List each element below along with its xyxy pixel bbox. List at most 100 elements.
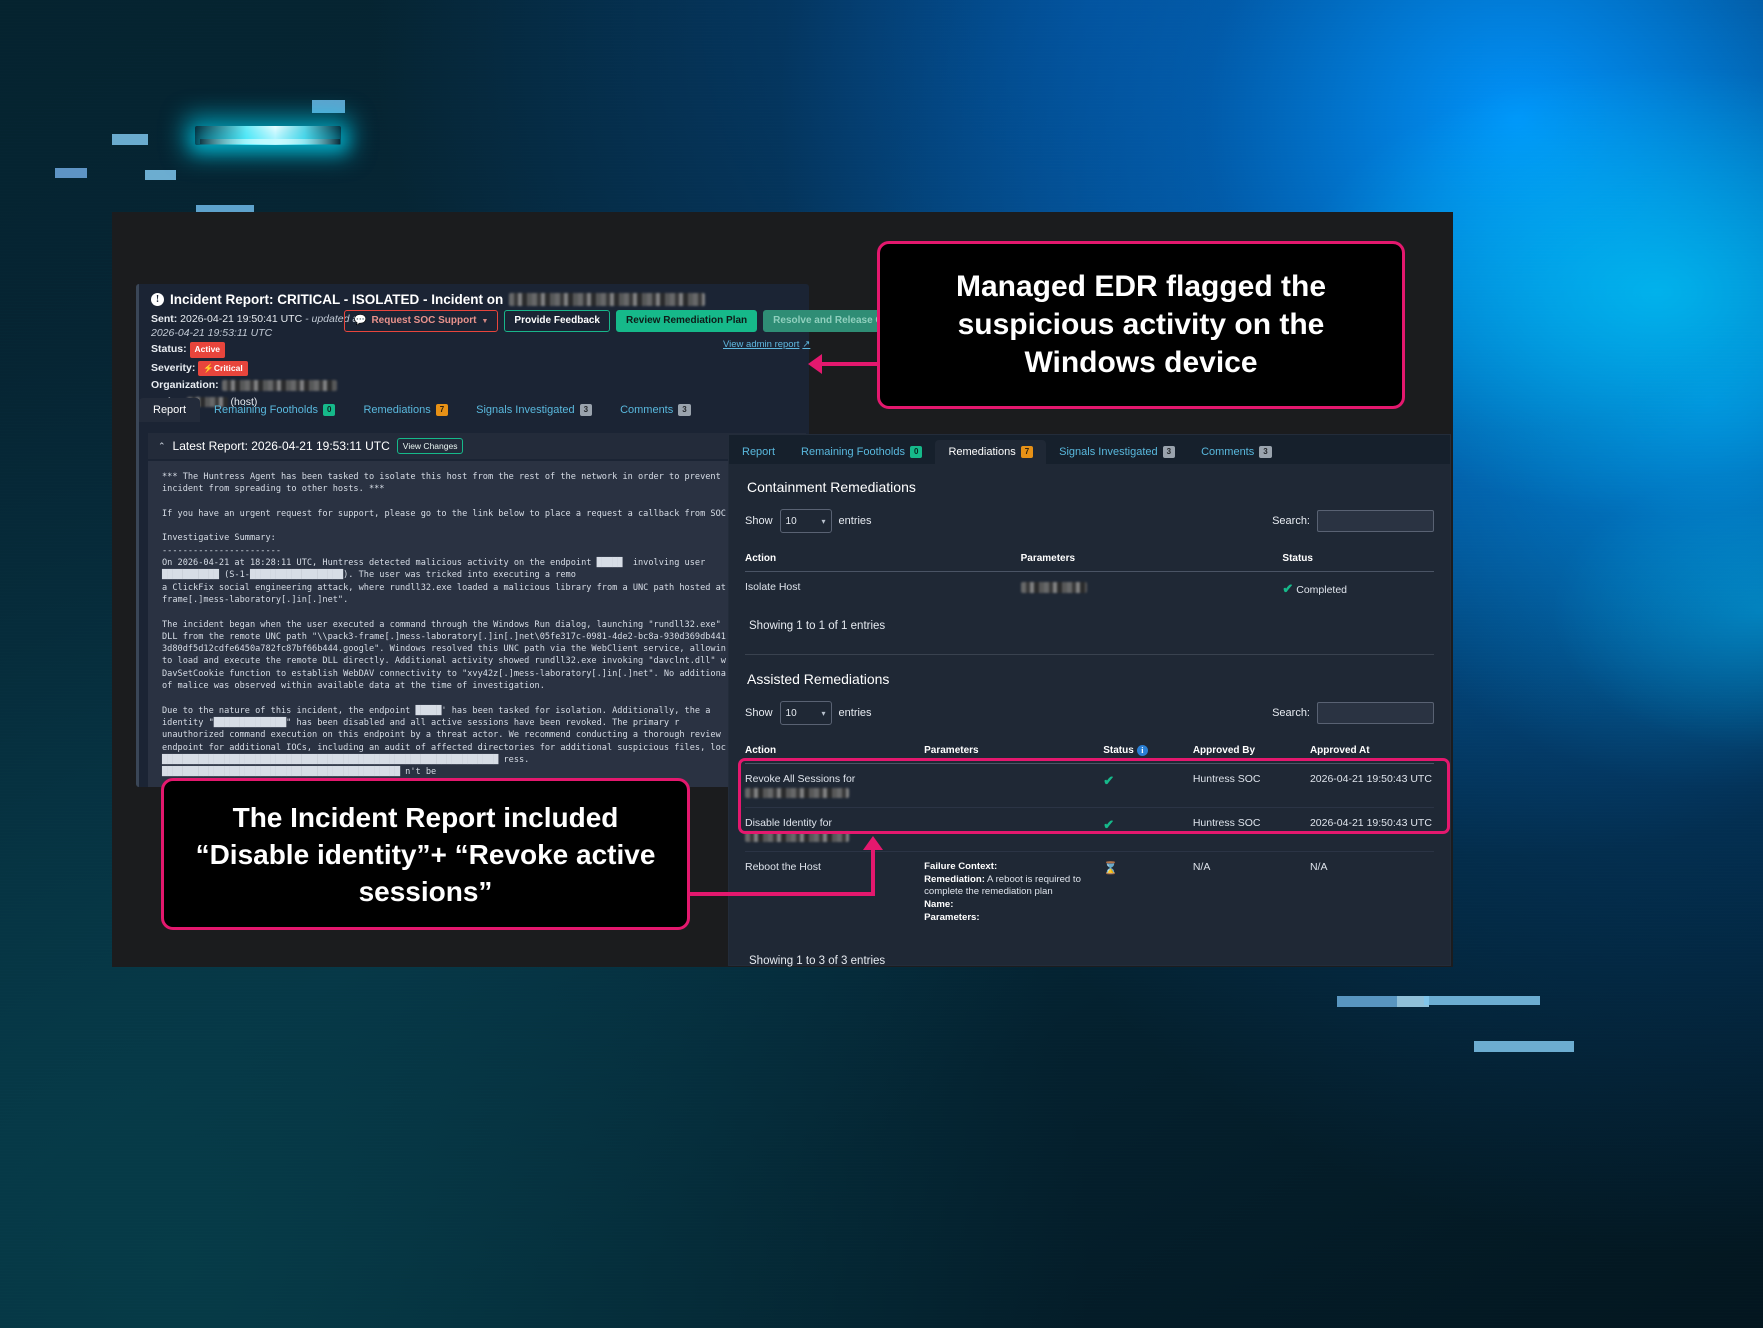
cell-status: ⌛ <box>1103 852 1193 933</box>
tab-remediations[interactable]: Remediations 7 <box>349 398 462 422</box>
col-action: Action <box>745 553 1021 572</box>
col-parameters: Parameters <box>1020 553 1283 572</box>
containment-table-controls: Show 10 ▾ entries Search: <box>745 509 1434 533</box>
cell-action-label: Revoke All Sessions for <box>745 773 856 786</box>
containment-remediations-title: Containment Remediations <box>747 479 916 495</box>
sent-value: 2026-04-21 19:50:41 UTC <box>180 313 303 325</box>
table-row[interactable]: Revoke All Sessions for ✔ Huntress SOC 2… <box>745 763 1434 809</box>
col-status: Status <box>1282 553 1434 572</box>
request-soc-support-button[interactable]: 💬 Request SOC Support ▼ <box>344 310 499 332</box>
severity-badge: ⚡Critical <box>198 360 248 376</box>
glitch-bar <box>1397 996 1429 1007</box>
tab-comments[interactable]: Comments 3 <box>606 398 705 422</box>
cell-approved-by: N/A <box>1192 861 1211 874</box>
chat-icon: 💬 <box>354 315 367 326</box>
sent-label: Sent: <box>151 313 178 325</box>
containment-entries-select[interactable]: 10 ▾ <box>779 509 832 533</box>
redacted-organization <box>221 379 337 391</box>
cell-action: Reboot the Host <box>745 861 821 874</box>
check-icon: ✔ <box>1103 817 1115 833</box>
cell-approved-by: Huntress SOC <box>1192 763 1310 809</box>
organization-label: Organization: <box>151 379 219 391</box>
rtab-remaining-footholds[interactable]: Remaining Footholds 0 <box>788 440 935 464</box>
remediation-text: A reboot is required to complete the rem… <box>924 873 1081 898</box>
remediation-label: Remediation: <box>924 873 985 885</box>
info-icon: ! <box>151 293 164 306</box>
incident-status-row: Status: Active <box>151 342 797 358</box>
incident-card-tabs: Report Remaining Footholds 0 Remediation… <box>139 398 705 422</box>
remediations-panel-body: Containment Remediations Show 10 ▾ entri… <box>729 464 1450 968</box>
containment-table-header-row: Action Parameters Status <box>745 553 1434 572</box>
containment-entries-label: entries <box>838 515 872 527</box>
assisted-entries-label: entries <box>838 707 872 719</box>
hourglass-icon: ⌛ <box>1103 861 1119 876</box>
rtab-signals-investigated[interactable]: Signals Investigated 3 <box>1046 440 1188 464</box>
table-row[interactable]: Reboot the Host Failure Context: Remedia… <box>745 852 1434 933</box>
assisted-search-group: Search: <box>1272 702 1434 724</box>
redacted-identity <box>745 788 849 799</box>
assisted-table-controls: Show 10 ▾ entries Search: <box>745 701 1434 725</box>
tab-report[interactable]: Report <box>139 398 201 422</box>
rbadge-remediations: 7 <box>1020 446 1034 458</box>
assisted-show-label: Show <box>745 707 773 719</box>
tab-signals-investigated[interactable]: Signals Investigated 3 <box>462 398 606 422</box>
view-changes-button[interactable]: View Changes <box>396 438 464 454</box>
assisted-remediations-title: Assisted Remediations <box>747 671 890 687</box>
rtab-comments[interactable]: Comments 3 <box>1188 440 1285 464</box>
callout-bottom-arrow-line-h <box>689 892 875 896</box>
rbadge-signals-investigated: 3 <box>1162 446 1176 458</box>
provide-feedback-button[interactable]: Provide Feedback <box>504 310 610 332</box>
cell-approved-at: N/A <box>1309 861 1328 874</box>
latest-report-body: *** The Huntress Agent has been tasked t… <box>148 461 796 787</box>
callout-bottom: The Incident Report included “Disable id… <box>161 778 690 930</box>
review-remediation-plan-button[interactable]: Review Remediation Plan <box>616 310 758 332</box>
containment-search-input[interactable] <box>1317 510 1434 532</box>
callout-top-arrow-head <box>808 354 822 374</box>
cell-status: ✔ <box>1103 763 1193 809</box>
info-icon[interactable]: i <box>1136 745 1148 756</box>
callout-top-arrow-line <box>819 362 879 366</box>
glitch-bar <box>145 170 176 180</box>
cell-action: Disable Identity for <box>745 807 925 853</box>
glitch-bar <box>112 134 148 145</box>
callout-bottom-arrow-head <box>863 836 883 850</box>
cell-action: Revoke All Sessions for <box>745 763 925 809</box>
chevron-down-icon: ▼ <box>481 317 489 325</box>
callout-top: Managed EDR flagged the suspicious activ… <box>877 241 1405 409</box>
glitch-bar <box>1474 1041 1574 1052</box>
incident-card-title: ! Incident Report: CRITICAL - ISOLATED -… <box>139 284 809 311</box>
assisted-remediations-table: Action Parameters Status i Approved By Ap… <box>745 745 1434 933</box>
glitch-bar <box>312 100 345 113</box>
parameters-label: Parameters: <box>924 911 980 923</box>
rtab-remediations[interactable]: Remediations 7 <box>935 440 1047 464</box>
cell-parameters <box>924 807 1104 853</box>
badge-signals-investigated: 3 <box>579 404 593 416</box>
glitch-bar <box>1337 996 1397 1007</box>
containment-show-label: Show <box>745 515 773 527</box>
view-admin-report-link[interactable]: View admin report ↗ <box>723 339 810 350</box>
tab-remaining-footholds[interactable]: Remaining Footholds 0 <box>200 398 349 422</box>
status-badge: Active <box>189 342 226 358</box>
assisted-showing-entries: Showing 1 to 3 of 3 entries <box>749 955 886 968</box>
cell-parameters <box>924 763 1104 809</box>
latest-report-header[interactable]: ⌃ Latest Report: 2026-04-21 19:53:11 UTC… <box>148 433 806 459</box>
table-row[interactable]: Isolate Host ✔ Completed <box>745 572 1434 607</box>
status-label: Status: <box>151 343 187 355</box>
containment-showing-entries: Showing 1 to 1 of 1 entries <box>749 620 886 632</box>
assisted-rows-highlight <box>738 758 1450 834</box>
cell-approved-by: Huntress SOC <box>1192 807 1310 853</box>
assisted-search-input[interactable] <box>1317 702 1434 724</box>
updated-value: 2026-04-21 19:53:11 UTC <box>151 326 273 339</box>
glitch-bar <box>196 205 254 212</box>
light-streak-core <box>200 139 340 144</box>
rtab-report[interactable]: Report <box>742 446 776 458</box>
glitch-bar <box>55 168 87 178</box>
table-row[interactable]: Disable Identity for ✔ Huntress SOC 2026… <box>745 807 1434 853</box>
badge-remaining-footholds: 0 <box>322 404 336 416</box>
assisted-entries-select[interactable]: 10 ▾ <box>779 701 832 725</box>
entity-suffix: (host) <box>230 395 258 408</box>
cell-action: Isolate Host <box>745 581 801 593</box>
cell-parameters: Failure Context: Remediation: A reboot i… <box>924 852 1103 933</box>
check-icon: ✔ <box>1103 773 1115 789</box>
section-divider <box>745 654 1434 655</box>
